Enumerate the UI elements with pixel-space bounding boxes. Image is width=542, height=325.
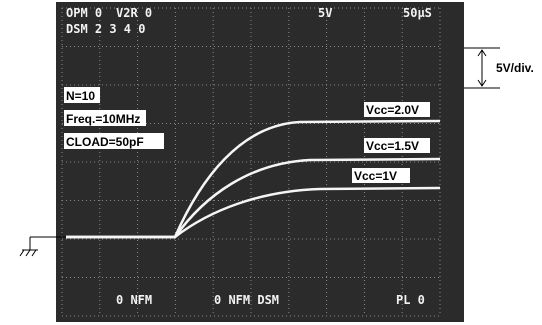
- volt-scale: 5V: [318, 6, 332, 20]
- condition: CLOAD=50pF: [66, 135, 144, 149]
- status-text: OPM 0: [66, 6, 102, 20]
- scope-figure: OPM 0 V2R 0 5V 50μS DSM 2 3 4 0 0 NFM 0 …: [0, 0, 542, 325]
- condition: N=10: [66, 89, 95, 103]
- status-text: 0 NFM: [116, 293, 152, 307]
- condition: Freq.=10MHz: [66, 112, 140, 126]
- scale-label: 5V/div.: [496, 61, 534, 75]
- time-scale: 50μS: [403, 6, 432, 20]
- status-text: V2R 0: [116, 6, 152, 20]
- status-text: 0 NFM DSM: [214, 293, 279, 307]
- scale-bracket: [464, 48, 500, 88]
- trace-label: Vcc=1.5V: [366, 139, 419, 153]
- status-text: PL 0: [396, 293, 425, 307]
- trace-label: Vcc=2.0V: [366, 103, 419, 117]
- trace-label: Vcc=1V: [354, 169, 397, 183]
- status-text: DSM 2 3 4 0: [66, 22, 145, 36]
